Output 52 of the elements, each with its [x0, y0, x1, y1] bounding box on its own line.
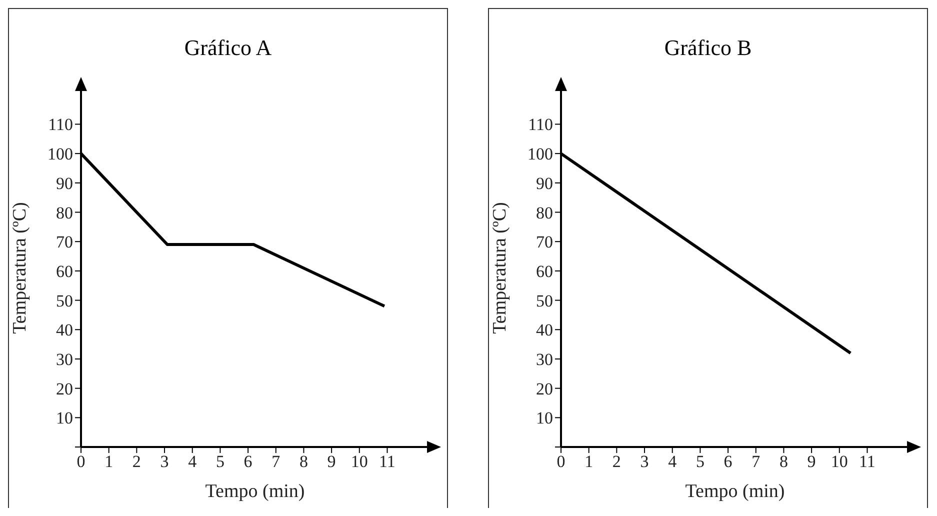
- x-tick-label: 2: [132, 452, 141, 472]
- x-tick-label: 5: [216, 452, 224, 472]
- y-tick-label: 100: [528, 144, 553, 164]
- x-tick-label: 9: [327, 452, 336, 472]
- y-tick-label: 70: [56, 232, 73, 252]
- x-tick-label: 2: [612, 452, 621, 472]
- y-tick-label: 50: [536, 291, 553, 310]
- x-tick-label: 7: [752, 452, 761, 472]
- x-tick-label: 1: [104, 452, 114, 472]
- y-tick-label: 40: [536, 320, 553, 340]
- y-tick-label: 100: [48, 144, 73, 164]
- y-tick-label: 30: [56, 350, 73, 369]
- x-tick-label: 1: [584, 452, 594, 472]
- x-tick-label: 0: [76, 452, 86, 472]
- x-tick-label: 11: [859, 452, 876, 472]
- y-tick-label: 110: [528, 115, 553, 134]
- y-tick-label: 80: [56, 203, 73, 222]
- x-tick-label: 8: [779, 452, 788, 472]
- x-tick-label: 7: [272, 452, 281, 472]
- x-tick-label: 6: [724, 452, 732, 472]
- x-tick-label: 11: [379, 452, 396, 472]
- y-tick-label: 90: [56, 174, 73, 193]
- x-tick-label: 10: [350, 452, 368, 472]
- y-tick-label: 110: [48, 115, 73, 134]
- x-tick-label: 0: [556, 452, 566, 472]
- x-tick-label: 3: [640, 452, 649, 472]
- chart-title: Gráfico A: [183, 35, 273, 62]
- y-tick-label: 50: [56, 291, 73, 310]
- chart-title: Gráfico B: [663, 35, 753, 62]
- y-tick-label: 60: [56, 262, 73, 281]
- x-tick-label: 4: [668, 452, 678, 472]
- y-tick-label: 80: [536, 203, 553, 222]
- y-axis-title: Temperatura (ºC): [10, 202, 31, 334]
- y-tick-label: 40: [56, 320, 73, 340]
- x-tick-label: 8: [299, 452, 308, 472]
- x-axis-title: Tempo (min): [205, 481, 305, 502]
- x-tick-label: 10: [830, 452, 848, 472]
- x-tick-label: 3: [160, 452, 169, 472]
- y-tick-label: 20: [56, 379, 73, 398]
- y-tick-label: 90: [536, 174, 553, 193]
- y-tick-label: 70: [536, 232, 553, 252]
- y-tick-label: 20: [536, 379, 553, 398]
- x-axis-title: Tempo (min): [685, 481, 785, 502]
- y-tick-label: 60: [536, 262, 553, 281]
- y-axis-title: Temperatura (ºC): [490, 202, 511, 334]
- x-tick-label: 6: [244, 452, 252, 472]
- x-tick-label: 4: [188, 452, 198, 472]
- x-tick-label: 5: [696, 452, 704, 472]
- x-tick-label: 9: [807, 452, 816, 472]
- y-tick-label: 30: [536, 350, 553, 369]
- y-tick-label: 10: [536, 408, 553, 428]
- y-tick-label: 10: [56, 408, 73, 428]
